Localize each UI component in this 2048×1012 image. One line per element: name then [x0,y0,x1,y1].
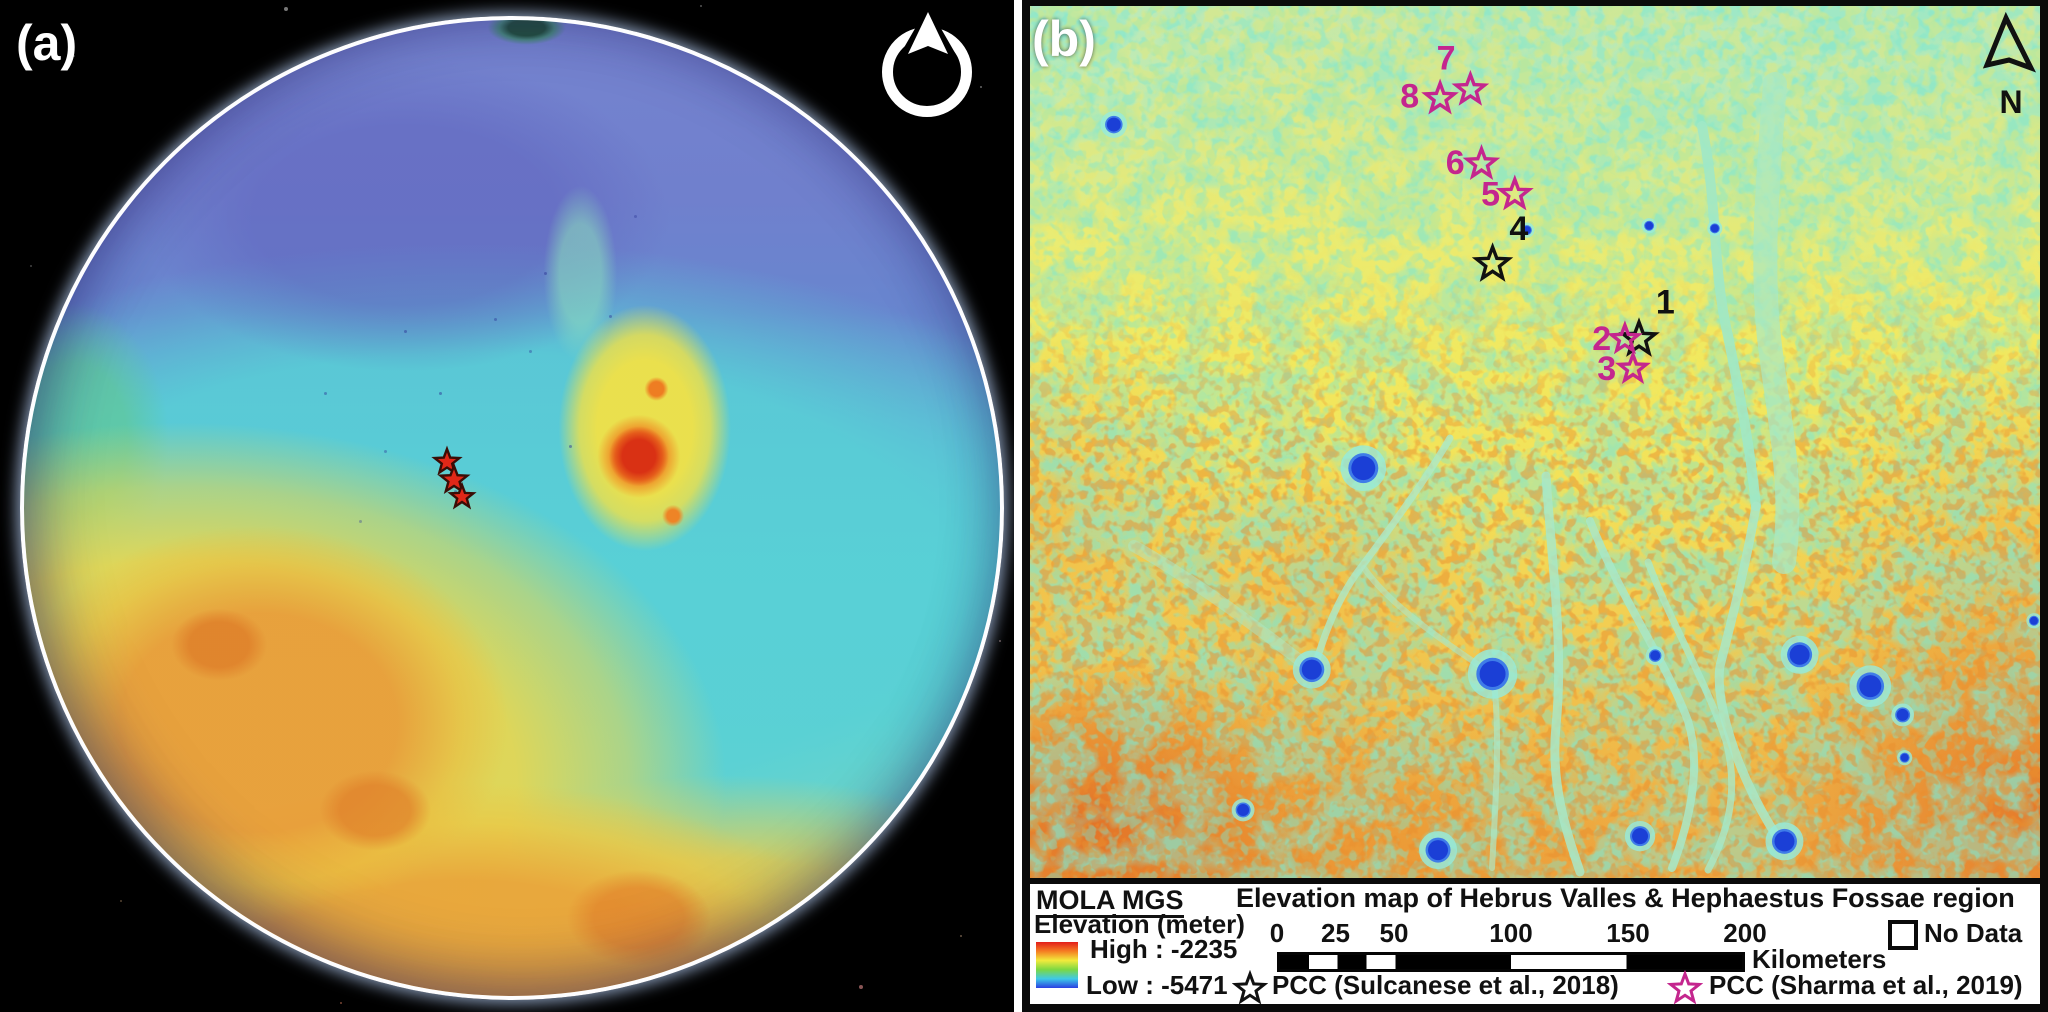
scale-tick-100: 100 [1489,918,1533,948]
crater-marker [1292,650,1331,689]
crater-marker [1419,831,1458,870]
pcc-magenta-star-icon [1667,970,1703,1005]
pcc-site-number-3: 3 [1597,350,1616,388]
pcc-star-2 [1607,320,1643,355]
legend-elevation-subtitle: Elevation (meter) [1034,909,1245,939]
legend-high-value: High : -2235 [1090,934,1238,964]
legend-source-title: MOLA MGS [1036,886,1184,919]
red-site-star-3 [447,481,477,510]
panel-b-label: (b) [1032,11,1096,67]
scale-tick-0: 0 [1269,918,1285,948]
crater-marker [1891,703,1915,727]
crater-marker [1340,445,1387,491]
no-data-swatch [1888,920,1918,950]
crater-markers [1100,111,2040,870]
crater-marker [1100,111,1128,138]
panel-a-globe-view: (a) [0,0,1014,1012]
crater-marker [1519,222,1535,238]
pcc-star-4 [1471,242,1514,282]
pcc-star-7 [1451,69,1490,106]
scale-bar-ticks: 0 25 50 100 150 200 [1270,918,1767,948]
pcc-magenta-label: PCC (Sharma et al., 2019) [1709,970,2023,1000]
crater-marker [2026,613,2040,629]
crater-marker [1624,820,1656,852]
pcc-star-3 [1615,349,1651,385]
red-site-star-1 [431,445,463,476]
crater-marker [1467,649,1518,699]
pcc-site-number-7: 7 [1437,39,1456,77]
pcc-site-number-4: 4 [1509,210,1528,248]
elevation-color-ramp [1036,942,1078,988]
map-title: Elevation map of Hebrus Valles & Hephaes… [1236,883,2015,913]
north-arrow-icon: N [1982,11,2037,120]
crater-marker [1849,665,1892,708]
pcc-site-number-5: 5 [1481,175,1500,213]
crater-marker [1780,635,1819,674]
crater-marker [1231,798,1255,822]
north-compass-icon [882,6,972,117]
pcc-black-star-icon [1232,970,1268,1005]
mars-globe [20,16,1004,1000]
legend-low-value: Low : -5471 [1086,970,1228,1000]
scale-tick-200: 200 [1723,918,1767,948]
scale-tick-50: 50 [1379,918,1409,948]
scale-tick-150: 150 [1606,918,1650,948]
crater-marker [1897,750,1913,766]
pcc-black-label: PCC (Sulcanese et al., 2018) [1272,970,1619,1000]
scale-bar-unit: Kilometers [1752,944,1887,974]
crater-marker [1641,218,1657,234]
pcc-star-8 [1421,78,1459,115]
pcc-site-markers: 1 23 456 78 [1400,39,1674,387]
no-data-label: No Data [1924,918,2023,948]
crater-marker [1645,646,1665,666]
background-stars [0,0,2,2]
pcc-site-number-8: 8 [1400,78,1419,116]
red-site-star-2 [437,462,471,495]
pcc-star-5 [1495,174,1534,211]
valles-channels [1128,72,1800,877]
scale-tick-25: 25 [1321,918,1350,948]
crater-marker [1765,822,1804,861]
panel-divider [1014,0,1022,1012]
terrain-speckle [1030,6,2040,878]
panel-a-label: (a) [16,15,78,71]
map-legend: MOLA MGS Elevation (meter) High : -2235 … [1030,883,2040,1005]
pcc-site-number-1: 1 [1656,283,1675,321]
study-site-star-cluster [431,445,477,510]
pcc-site-number-2: 2 [1592,320,1611,358]
pcc-site-number-6: 6 [1446,144,1465,182]
scale-bar [1277,952,1745,972]
crater-marker [1707,220,1723,236]
pcc-star-6 [1462,143,1501,180]
north-arrow-label: N [1999,84,2022,120]
map-overlay: 1 23 456 78 N [1030,6,2040,878]
